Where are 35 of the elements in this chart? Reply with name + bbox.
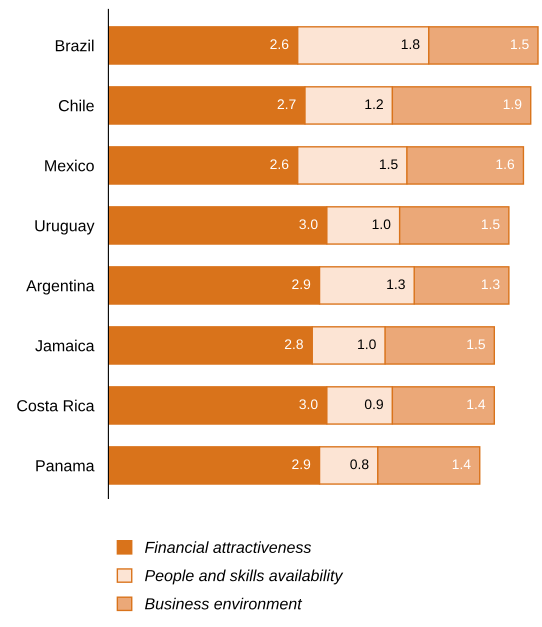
data-label: 1.0 [358, 339, 376, 350]
data-label: 1.8 [402, 39, 420, 50]
data-label: 1.2 [365, 99, 383, 110]
data-label: 1.3 [482, 279, 500, 290]
data-label: 2.7 [278, 99, 296, 110]
data-label: 3.0 [299, 399, 318, 410]
data-label: 0.9 [364, 399, 383, 410]
data-label: 1.5 [482, 219, 500, 230]
data-label: 2.6 [270, 159, 288, 170]
data-label: 1.5 [467, 339, 485, 350]
data-label: 1.3 [387, 279, 405, 290]
legend-label: Business environment [145, 598, 302, 610]
data-label: 0.8 [350, 459, 368, 470]
y-tick-label: Panama [36, 460, 95, 472]
y-tick-label: Argentina [26, 280, 95, 295]
y-tick-label: Brazil [56, 40, 94, 52]
data-label: 1.5 [511, 39, 529, 50]
y-tick-label: Uruguay [35, 220, 94, 235]
legend-label: People and skills availability [145, 570, 344, 584]
y-tick-label: Mexico [45, 160, 94, 172]
data-label: 1.4 [452, 459, 471, 470]
data-label: 2.9 [292, 459, 310, 470]
data-label: 1.0 [372, 219, 390, 230]
data-label: 1.9 [504, 99, 522, 110]
legend-label: Financial attractiveness [145, 541, 312, 554]
data-label: 2.9 [292, 279, 310, 290]
y-tick-label: Jamaica [35, 340, 95, 352]
data-label: 2.8 [284, 339, 303, 350]
data-label: 1.6 [496, 159, 514, 170]
data-label: 3.0 [299, 219, 318, 230]
data-label: 1.5 [380, 159, 398, 170]
y-tick-label: Costa Rica [17, 400, 95, 412]
y-tick-label: Chile [58, 100, 94, 112]
data-label: 1.4 [467, 399, 486, 410]
data-label: 2.6 [270, 39, 288, 50]
